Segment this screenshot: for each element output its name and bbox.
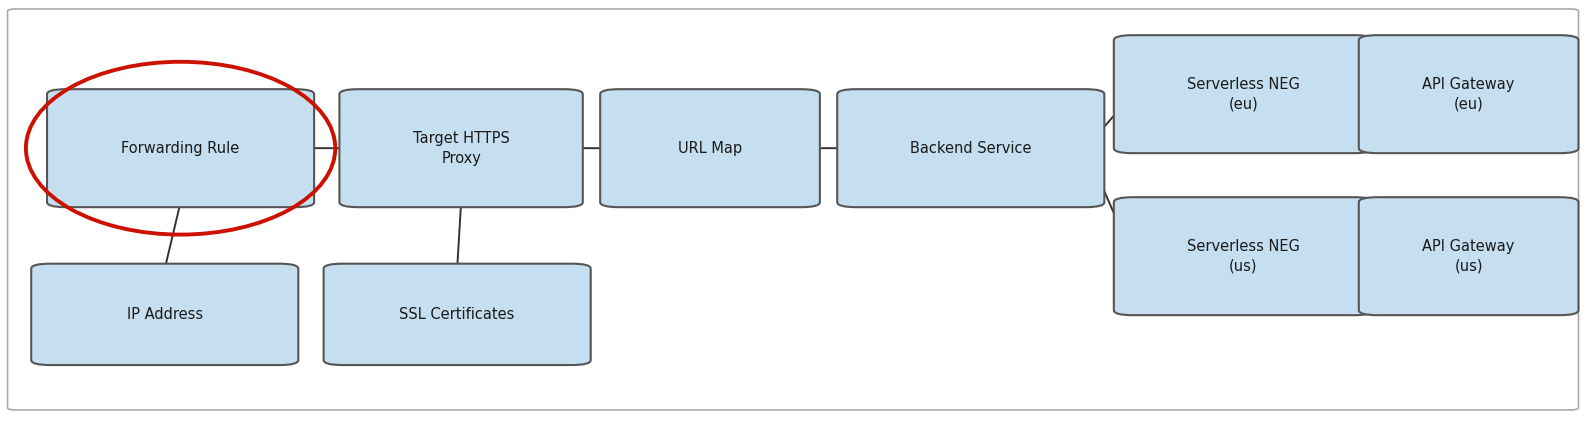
Text: Serverless NEG
(eu): Serverless NEG (eu)	[1186, 77, 1301, 112]
FancyBboxPatch shape	[600, 89, 820, 207]
Text: URL Map: URL Map	[677, 141, 742, 156]
Text: Backend Service: Backend Service	[910, 141, 1031, 156]
Text: Forwarding Rule: Forwarding Rule	[122, 141, 239, 156]
FancyBboxPatch shape	[1113, 197, 1373, 315]
FancyBboxPatch shape	[32, 264, 298, 365]
FancyBboxPatch shape	[1113, 35, 1373, 153]
FancyBboxPatch shape	[1359, 197, 1578, 315]
Text: Target HTTPS
Proxy: Target HTTPS Proxy	[412, 131, 509, 165]
Text: SSL Certificates: SSL Certificates	[400, 307, 515, 322]
Text: API Gateway
(eu): API Gateway (eu)	[1423, 77, 1515, 112]
FancyBboxPatch shape	[48, 89, 314, 207]
Text: IP Address: IP Address	[127, 307, 203, 322]
FancyBboxPatch shape	[1359, 35, 1578, 153]
FancyBboxPatch shape	[324, 264, 590, 365]
Text: Serverless NEG
(us): Serverless NEG (us)	[1186, 239, 1301, 274]
Text: API Gateway
(us): API Gateway (us)	[1423, 239, 1515, 274]
FancyBboxPatch shape	[339, 89, 582, 207]
FancyBboxPatch shape	[837, 89, 1104, 207]
